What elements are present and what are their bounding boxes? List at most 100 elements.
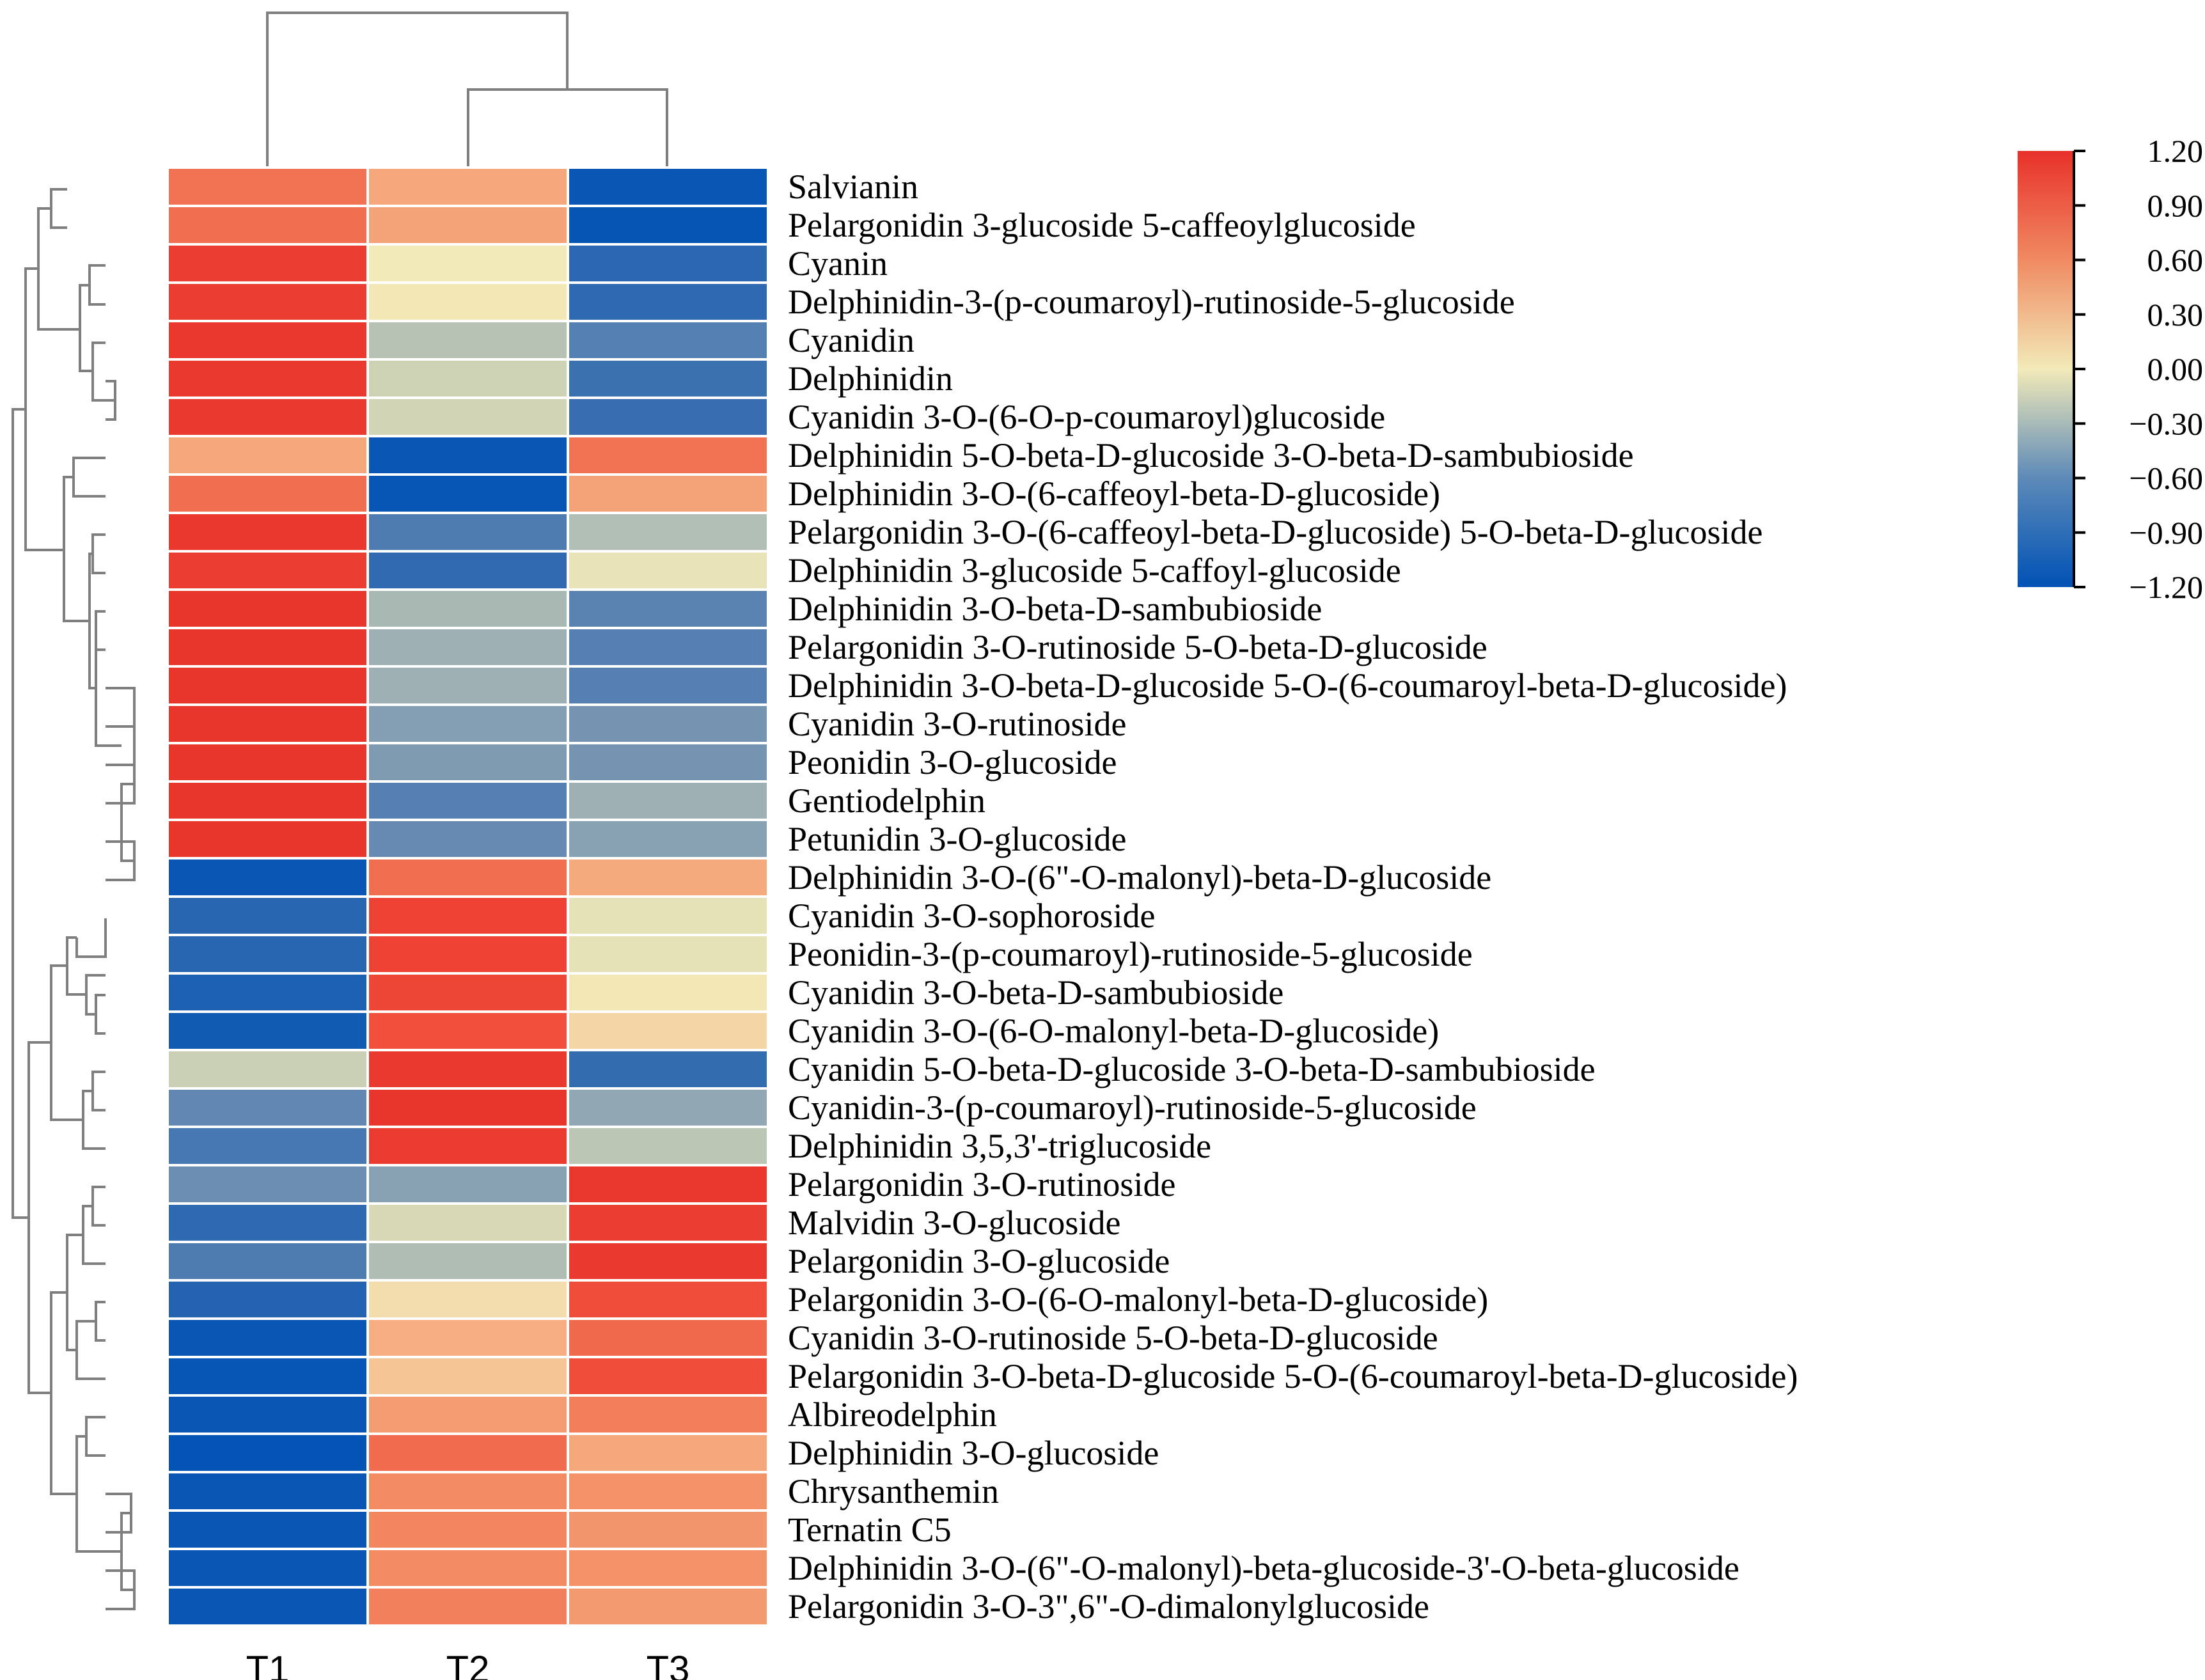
heatmap-cell-t3-row-11: [567, 550, 769, 591]
heatmap-cell-t1-row-15: [166, 703, 369, 744]
heatmap-cell-t1-row-34: [166, 1433, 369, 1473]
heatmap-cell-t3-row-12: [567, 588, 769, 629]
heatmap-cell-t3-row-7: [567, 396, 769, 437]
heatmap-cell-t1-row-11: [166, 550, 369, 591]
heatmap-cell-t1-row-1: [166, 166, 369, 207]
colorbar-gradient: [2018, 151, 2074, 587]
heatmap-cell-t3-row-21: [567, 934, 769, 975]
row-label: Cyanidin 3-O-(6-O-malonyl-beta-D-glucosi…: [788, 1012, 1439, 1050]
heatmap-cell-t3-row-27: [567, 1164, 769, 1205]
heatmap-cell-t1-row-17: [166, 780, 369, 821]
heatmap-cell-t3-row-10: [567, 512, 769, 553]
heatmap-cell-t1-row-27: [166, 1164, 369, 1205]
heatmap-cell-t2-row-22: [366, 972, 569, 1013]
heatmap-cell-t1-row-9: [166, 473, 369, 514]
heatmap-cell-t1-row-24: [166, 1049, 369, 1090]
heatmap-cell-t3-row-2: [567, 205, 769, 246]
heatmap-cell-t3-row-8: [567, 435, 769, 476]
heatmap-cell-t3-row-26: [567, 1126, 769, 1166]
colorbar-tick-label: 1.20: [2147, 133, 2204, 169]
heatmap-cell-t3-row-35: [567, 1471, 769, 1512]
heatmap-cell-t3-row-22: [567, 972, 769, 1013]
heatmap-cell-t2-row-23: [366, 1010, 569, 1051]
heatmap-cell-t3-row-38: [567, 1586, 769, 1627]
row-label: Pelargonidin 3-O-rutinoside: [788, 1165, 1175, 1204]
heatmap-cell-t2-row-33: [366, 1394, 569, 1435]
heatmap-cell-t3-row-34: [567, 1433, 769, 1473]
row-label: Pelargonidin 3-O-glucoside: [788, 1242, 1170, 1280]
row-label: Cyanidin: [788, 321, 914, 359]
heatmap-cell-t2-row-37: [366, 1548, 569, 1589]
heatmap-cell-t2-row-2: [366, 205, 569, 246]
row-label: Chrysanthemin: [788, 1472, 999, 1511]
heatmap-cells: [166, 166, 769, 1627]
row-label: Peonidin-3-(p-coumaroyl)-rutinoside-5-gl…: [788, 935, 1473, 973]
heatmap-cell-t2-row-7: [366, 396, 569, 437]
row-label: Delphinidin 3-O-(6"-O-malonyl)-beta-gluc…: [788, 1549, 1739, 1587]
heatmap-cell-t2-row-12: [366, 588, 569, 629]
heatmap-cell-t1-row-35: [166, 1471, 369, 1512]
heatmap-cell-t1-row-10: [166, 512, 369, 553]
heatmap-cell-t2-row-19: [366, 857, 569, 898]
heatmap-cell-t2-row-30: [366, 1279, 569, 1320]
heatmap-cell-t2-row-27: [366, 1164, 569, 1205]
heatmap-cell-t1-row-21: [166, 934, 369, 975]
heatmap-cell-t3-row-28: [567, 1202, 769, 1243]
row-label: Delphinidin: [788, 359, 953, 398]
heatmap-cell-t2-row-38: [366, 1586, 569, 1627]
row-label: Ternatin C5: [788, 1511, 952, 1549]
row-label: Cyanidin 3-O-(6-O-p-coumaroyl)glucoside: [788, 398, 1385, 436]
heatmap-cell-t1-row-31: [166, 1317, 369, 1358]
row-label: Pelargonidin 3-O-rutinoside 5-O-beta-D-g…: [788, 628, 1487, 666]
row-label: Delphinidin 3-glucoside 5-caffoyl-glucos…: [788, 551, 1401, 590]
heatmap-cell-t1-row-38: [166, 1586, 369, 1627]
heatmap-cell-t3-row-5: [567, 320, 769, 361]
column-labels: T1 T2 T3: [246, 1649, 690, 1680]
row-label: Pelargonidin 3-glucoside 5-caffeoylgluco…: [788, 206, 1416, 244]
heatmap-cell-t2-row-31: [366, 1317, 569, 1358]
row-label: Albireodelphin: [788, 1395, 997, 1434]
row-label: Malvidin 3-O-glucoside: [788, 1204, 1120, 1242]
heatmap-cell-t2-row-5: [366, 320, 569, 361]
heatmap-cell-t1-row-19: [166, 857, 369, 898]
row-label: Delphinidin 3-O-(6"-O-malonyl)-beta-D-gl…: [788, 858, 1491, 897]
colorbar-tick-label: 0.90: [2147, 187, 2204, 223]
heatmap-cell-t2-row-36: [366, 1509, 569, 1550]
heatmap-cell-t2-row-21: [366, 934, 569, 975]
heatmap-cell-t3-row-15: [567, 703, 769, 744]
heatmap-cell-t2-row-35: [366, 1471, 569, 1512]
row-label: Cyanin: [788, 244, 888, 283]
heatmap-cell-t2-row-34: [366, 1433, 569, 1473]
heatmap-cell-t3-row-24: [567, 1049, 769, 1090]
row-label: Delphinidin 3-O-glucoside: [788, 1434, 1159, 1472]
heatmap-cell-t2-row-15: [366, 703, 569, 744]
heatmap-cell-t1-row-37: [166, 1548, 369, 1589]
heatmap-cell-t2-row-32: [366, 1356, 569, 1397]
heatmap-cell-t1-row-8: [166, 435, 369, 476]
heatmap-cell-t2-row-18: [366, 819, 569, 860]
heatmap-cell-t2-row-25: [366, 1087, 569, 1128]
heatmap-cell-t3-row-36: [567, 1509, 769, 1550]
row-label: Delphinidin 3,5,3'-triglucoside: [788, 1127, 1211, 1165]
heatmap-cell-t1-row-16: [166, 742, 369, 783]
heatmap-cell-t1-row-30: [166, 1279, 369, 1320]
heatmap-cell-t1-row-32: [166, 1356, 369, 1397]
row-dendrogram: [12, 188, 136, 1610]
row-label: Delphinidin 3-O-(6-caffeoyl-beta-D-gluco…: [788, 475, 1440, 513]
heatmap-cell-t2-row-20: [366, 895, 569, 936]
heatmap-cell-t3-row-29: [567, 1241, 769, 1282]
colorbar-tick-label: −0.30: [2129, 405, 2203, 441]
heatmap-cell-t2-row-1: [366, 166, 569, 207]
row-label: Salvianin: [788, 168, 918, 206]
heatmap-cell-t3-row-9: [567, 473, 769, 514]
colorbar-tick-label: −0.60: [2129, 460, 2203, 496]
heatmap-cell-t1-row-18: [166, 819, 369, 860]
heatmap-cell-t3-row-37: [567, 1548, 769, 1589]
row-label: Delphinidin 3-O-beta-D-sambubioside: [788, 590, 1322, 628]
heatmap-cell-t2-row-6: [366, 358, 569, 399]
row-label: Cyanidin 3-O-sophoroside: [788, 897, 1155, 935]
heatmap-cell-t3-row-17: [567, 780, 769, 821]
row-label: Gentiodelphin: [788, 781, 985, 820]
